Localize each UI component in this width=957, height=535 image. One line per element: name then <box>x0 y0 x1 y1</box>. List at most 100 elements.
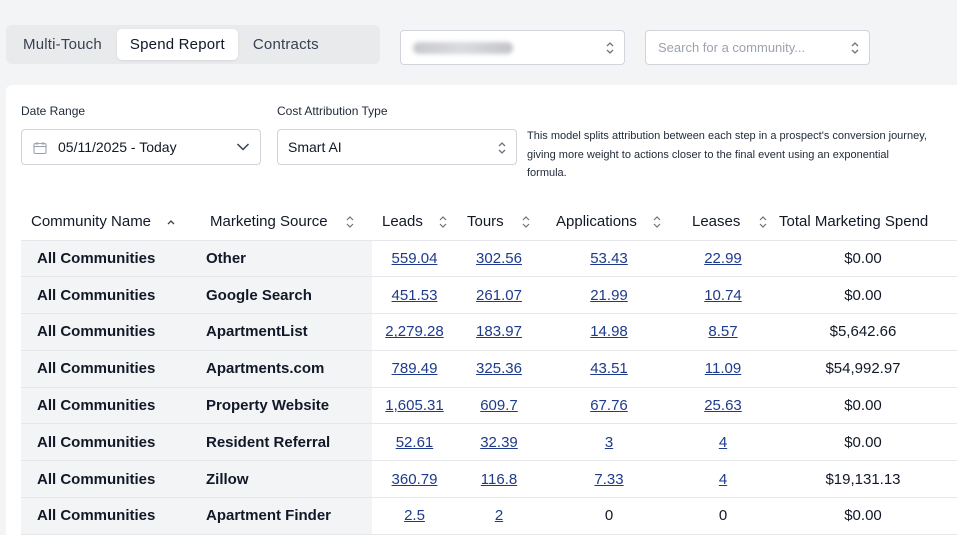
applications-link[interactable]: 3 <box>604 433 614 451</box>
leases-link[interactable]: 4 <box>718 470 728 488</box>
applications-link[interactable]: 21.99 <box>590 286 628 304</box>
tours-link[interactable]: 302.56 <box>476 249 522 267</box>
account-select[interactable] <box>400 30 625 65</box>
cell-source: Resident Referral <box>200 423 372 462</box>
tours-link[interactable]: 2 <box>494 507 504 525</box>
header-marketing-source[interactable]: Marketing Source <box>200 204 372 241</box>
attribution-description: This model splits attribution between ea… <box>527 130 927 179</box>
leases-link[interactable]: 25.63 <box>704 397 742 415</box>
cell-leases: 0 <box>677 497 769 535</box>
tab-multi-touch[interactable]: Multi-Touch <box>23 36 102 53</box>
chevron-down-icon <box>236 143 250 151</box>
cost-type-label: Cost Attribution Type <box>277 104 388 118</box>
header-applications[interactable]: Applications <box>541 204 677 241</box>
cell-spend: $54,992.97 <box>769 350 957 388</box>
table-row: All Communities Property Website 1,605.3… <box>21 387 957 425</box>
sort-icon <box>346 216 354 229</box>
header-label: Leases <box>692 213 741 231</box>
leads-link[interactable]: 52.61 <box>395 433 434 451</box>
date-range-value: 05/11/2025 - Today <box>58 139 177 155</box>
applications-link[interactable]: 43.51 <box>590 360 628 378</box>
community-search-input[interactable]: Search for a community... <box>645 30 870 65</box>
cell-spend: $0.00 <box>769 497 957 535</box>
leads-link[interactable]: 789.49 <box>391 360 438 378</box>
cell-community: All Communities <box>21 350 200 388</box>
cell-community: All Communities <box>21 240 200 278</box>
header-label: Tours <box>467 213 504 231</box>
cell-source: Apartment Finder <box>200 497 372 535</box>
cell-spend: $5,642.66 <box>769 313 957 351</box>
applications-link[interactable]: 14.98 <box>590 323 628 341</box>
cell-community: All Communities <box>21 276 200 315</box>
header-total-marketing-spend[interactable]: Total Marketing Spend <box>769 204 957 241</box>
sort-icon <box>522 216 530 229</box>
tours-link[interactable]: 261.07 <box>476 286 522 304</box>
cell-source: Property Website <box>200 387 372 425</box>
cell-community: All Communities <box>21 497 200 535</box>
cell-community: All Communities <box>21 313 200 351</box>
table-row: All Communities Apartment Finder 2.5 2 0… <box>21 497 957 535</box>
tours-link[interactable]: 32.39 <box>480 433 518 451</box>
header-leads[interactable]: Leads <box>372 204 457 241</box>
cell-spend: $0.00 <box>769 387 957 425</box>
updown-chevron-icon <box>851 41 859 54</box>
tab-contracts[interactable]: Contracts <box>252 36 319 53</box>
tours-link[interactable]: 609.7 <box>480 397 518 415</box>
leases-link[interactable]: 4 <box>718 433 728 451</box>
leads-link[interactable]: 559.04 <box>391 249 438 267</box>
sort-ascending-icon <box>167 220 175 225</box>
cell-spend: $0.00 <box>769 276 957 315</box>
sort-icon <box>759 216 766 229</box>
cost-type-value: Smart AI <box>288 139 342 155</box>
report-tabs: Multi-Touch Spend Report Contracts <box>6 25 380 64</box>
cell-source: Google Search <box>200 276 372 315</box>
cell-source: Other <box>200 240 372 278</box>
redacted-value <box>413 41 513 54</box>
date-range-picker[interactable]: 05/11/2025 - Today <box>21 129 261 165</box>
cost-type-select[interactable]: Smart AI <box>277 129 517 165</box>
leases-link[interactable]: 22.99 <box>704 249 742 267</box>
leads-link[interactable]: 451.53 <box>391 286 438 304</box>
applications-link[interactable]: 53.43 <box>590 249 628 267</box>
cell-source: Apartments.com <box>200 350 372 388</box>
spend-table: Community Name Marketing Source Leads <box>21 204 957 535</box>
leads-link[interactable]: 2.5 <box>404 507 425 525</box>
table-row: All Communities Resident Referral 52.61 … <box>21 423 957 462</box>
leases-link[interactable]: 10.74 <box>704 286 742 304</box>
cell-spend: $19,131.13 <box>769 460 957 499</box>
table-header-row: Community Name Marketing Source Leads <box>21 204 957 241</box>
cell-source: Zillow <box>200 460 372 499</box>
header-leases[interactable]: Leases <box>677 204 769 241</box>
leads-link[interactable]: 2,279.28 <box>385 323 444 341</box>
leases-link[interactable]: 8.57 <box>708 323 738 341</box>
header-tours[interactable]: Tours <box>457 204 541 241</box>
cell-spend: $0.00 <box>769 423 957 462</box>
applications-link[interactable]: 67.76 <box>590 397 628 415</box>
cell-applications: 0 <box>541 497 677 535</box>
tab-spend-report[interactable]: Spend Report <box>116 29 238 60</box>
cell-source: ApartmentList <box>200 313 372 351</box>
applications-link[interactable]: 7.33 <box>594 470 624 488</box>
calendar-icon <box>33 142 47 155</box>
updown-chevron-icon <box>498 142 506 154</box>
updown-chevron-icon <box>606 41 614 54</box>
cell-community: All Communities <box>21 423 200 462</box>
header-label: Applications <box>556 213 637 231</box>
cell-community: All Communities <box>21 460 200 499</box>
header-community-name[interactable]: Community Name <box>21 204 200 241</box>
header-label: Marketing Source <box>210 213 328 231</box>
report-panel: Date Range 05/11/2025 - Today Cost Attri… <box>6 85 957 535</box>
tours-link[interactable]: 325.36 <box>476 360 522 378</box>
leads-link[interactable]: 360.79 <box>391 470 438 488</box>
sort-icon <box>439 216 447 229</box>
header-label: Total Marketing Spend <box>779 213 929 231</box>
tours-link[interactable]: 116.8 <box>480 470 518 488</box>
leads-link[interactable]: 1,605.31 <box>385 397 444 415</box>
leases-link[interactable]: 11.09 <box>704 360 742 378</box>
header-label: Community Name <box>31 213 152 231</box>
table-row: All Communities Apartments.com 789.49 32… <box>21 350 957 388</box>
sort-icon <box>653 216 661 229</box>
table-row: All Communities ApartmentList 2,279.28 1… <box>21 313 957 351</box>
tours-link[interactable]: 183.97 <box>476 323 522 341</box>
table-row: All Communities Other 559.04 302.56 53.4… <box>21 240 957 278</box>
